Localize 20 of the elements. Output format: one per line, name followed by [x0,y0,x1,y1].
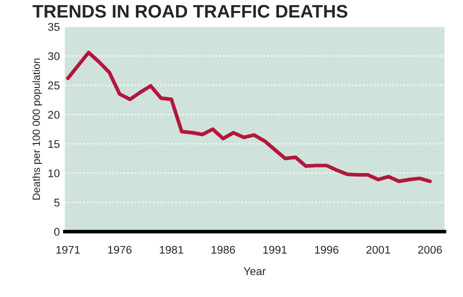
y-tick-label: 20 [48,110,60,119]
x-tick-label: 1991 [263,246,287,254]
x-axis-title: Year [244,267,266,276]
y-tick-label: 30 [48,52,60,60]
y-tick-label: 0 [54,228,60,236]
x-tick-label: 1986 [212,246,235,254]
y-tick-label: 10 [48,169,60,178]
x-tick-label: 2001 [366,246,390,254]
x-tick-label: 1971 [56,246,80,254]
y-tick-label: 5 [54,198,60,207]
y-tick-label: 25 [48,82,60,90]
y-tick-label: 35 [48,22,60,31]
y-axis-title: Deaths per 100 000 population [32,58,42,200]
x-tick-label: 1981 [160,246,184,254]
y-tick-label: 15 [48,140,60,148]
x-tick-label: 1976 [108,246,132,254]
line-series [66,50,432,184]
chart-title: TRENDS IN ROAD TRAFFIC DEATHS [32,4,348,18]
x-tick-label: 2006 [418,246,442,254]
x-tick-label: 1996 [315,246,338,254]
